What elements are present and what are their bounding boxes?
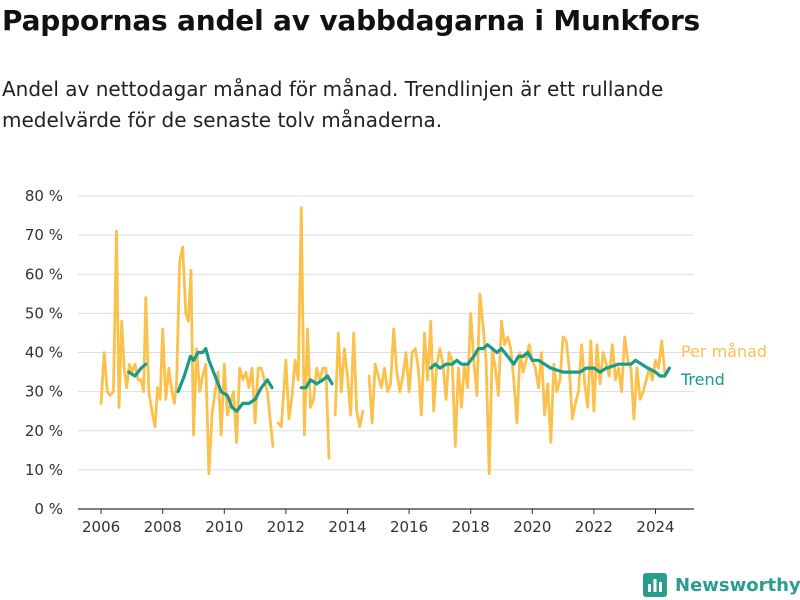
chart-series bbox=[99, 206, 672, 476]
x-tick-label: 2014 bbox=[328, 518, 366, 536]
series-line-segment bbox=[429, 343, 672, 378]
x-tick-label: 2018 bbox=[452, 518, 490, 536]
bar-chart-icon bbox=[643, 573, 667, 597]
series-line-segment bbox=[176, 347, 274, 413]
page-title: Pappornas andel av vabbdagarna i Munkfor… bbox=[2, 4, 701, 37]
x-tick-label: 2012 bbox=[267, 518, 305, 536]
legend: Per månad Trend bbox=[680, 342, 767, 389]
y-tick-label: 60 % bbox=[25, 265, 63, 283]
series-line-segment bbox=[99, 229, 275, 476]
y-tick-label: 70 % bbox=[25, 226, 63, 244]
x-axis-ticks: 2006 2008 2010 2012 2014 2016 2018 2020 2022 2024 bbox=[82, 509, 675, 536]
y-axis-ticks: 0 % 10 % 20 % 30 % 40 % 50 % 60 % 70 % 80 % bbox=[25, 187, 63, 518]
series-trend bbox=[127, 343, 672, 413]
newsworthy-logo[interactable]: Newsworthy bbox=[643, 570, 800, 600]
series-line-segment bbox=[276, 206, 331, 460]
x-tick-label: 2006 bbox=[82, 518, 120, 536]
y-tick-label: 80 % bbox=[25, 187, 63, 205]
x-tick-label: 2016 bbox=[390, 518, 428, 536]
page-subtitle: Andel av nettodagar månad för månad. Tre… bbox=[2, 77, 664, 132]
y-tick-label: 30 % bbox=[25, 383, 63, 401]
y-tick-label: 0 % bbox=[34, 500, 63, 518]
series-line-segment bbox=[299, 374, 334, 390]
x-tick-label: 2020 bbox=[513, 518, 551, 536]
legend-label: Per månad bbox=[681, 342, 767, 361]
y-tick-label: 20 % bbox=[25, 422, 63, 440]
y-tick-label: 10 % bbox=[25, 461, 63, 479]
series-line-segment bbox=[333, 331, 365, 429]
y-tick-label: 50 % bbox=[25, 304, 63, 322]
y-tick-label: 40 % bbox=[25, 344, 63, 362]
gridlines bbox=[78, 195, 694, 471]
series-per-manad bbox=[99, 206, 667, 476]
brand-name: Newsworthy bbox=[675, 574, 800, 596]
series-line-segment bbox=[367, 292, 667, 476]
x-tick-label: 2022 bbox=[575, 518, 613, 536]
x-tick-label: 2024 bbox=[636, 518, 674, 536]
legend-label: Trend bbox=[680, 370, 725, 389]
x-tick-label: 2010 bbox=[205, 518, 243, 536]
series-line-segment bbox=[127, 362, 148, 378]
x-tick-label: 2008 bbox=[144, 518, 182, 536]
